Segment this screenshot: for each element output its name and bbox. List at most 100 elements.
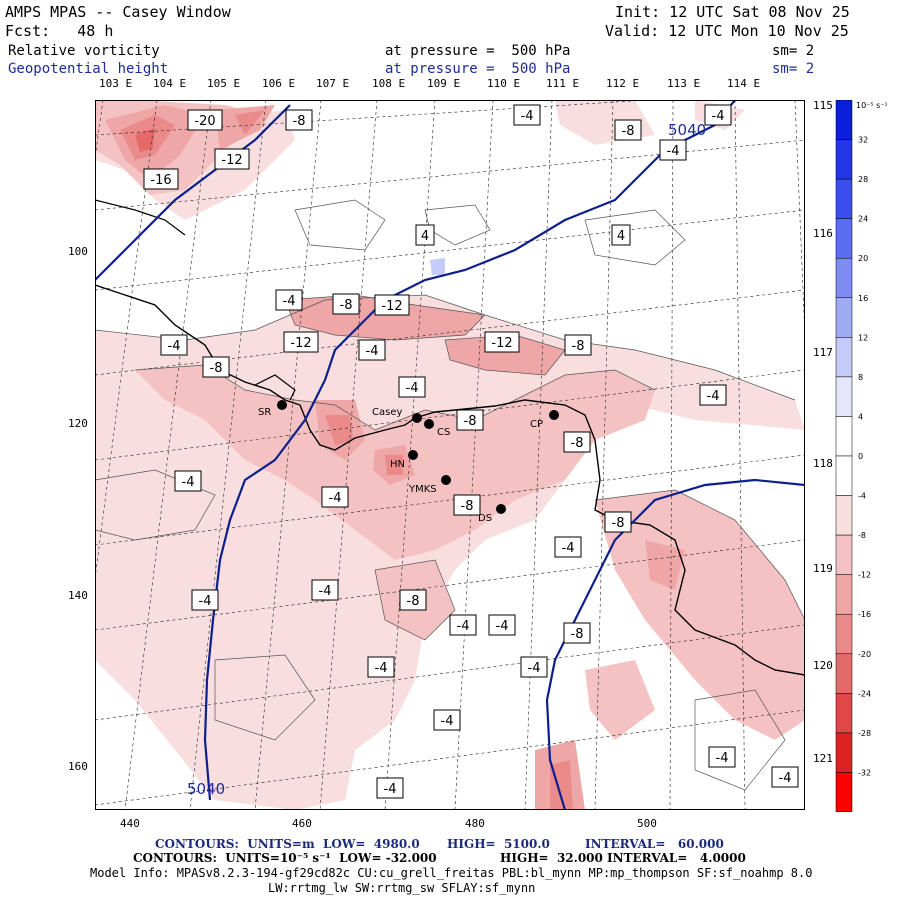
vorticity-label: -4: [699, 384, 727, 406]
colorbar-label: 8: [858, 373, 863, 382]
parallel: [95, 139, 805, 211]
vorticity-label-text: -4: [168, 339, 181, 354]
map-frame: [95, 100, 805, 810]
meridian: [594, 100, 614, 810]
vorticity-label-box: [275, 289, 303, 311]
vort-contour: [594, 489, 805, 621]
meridian: [734, 100, 746, 810]
station-label-cs: CS: [437, 427, 450, 438]
height-contour: [203, 379, 326, 801]
colorbar-box: [835, 732, 853, 773]
lon-label: 114 E: [727, 77, 761, 90]
colorbar-box: [835, 218, 853, 259]
vorticity-label-text: -8: [210, 361, 223, 376]
vort-band: [385, 455, 403, 475]
vorticity-label-text: 4: [421, 229, 429, 244]
x-tick: 480: [465, 817, 485, 830]
footer-line2-c: INTERVAL= 4.0000: [607, 851, 746, 865]
colorbar-box: [835, 139, 853, 180]
vorticity-label-box: [604, 511, 632, 533]
vorticity-labels: -20 -8 -12 -16 -4 -8 -4 -4 4 4 -4 -8 -12 -4 -12 -4 -12 -8…: [143, 104, 799, 799]
station-marker-cp[interactable]: [549, 410, 559, 420]
vorticity-label-box: [614, 119, 642, 141]
colorbar-label: -4: [858, 492, 866, 501]
vorticity-label-text: -12: [381, 299, 402, 314]
vort-contour: [294, 199, 386, 251]
station-marker-casey[interactable]: [412, 413, 422, 423]
vorticity-label: -4: [398, 376, 426, 398]
vorticity-label-box: [708, 746, 736, 768]
vorticity-label: -8: [563, 622, 591, 644]
station-marker-ds[interactable]: [496, 504, 506, 514]
vorticity-label-text: 4: [617, 229, 625, 244]
colorbar-box: [835, 653, 853, 694]
vorticity-label-text: -4: [441, 714, 454, 729]
colorbar-label: 24: [858, 215, 868, 224]
vorticity-label-box: [332, 293, 360, 315]
colorbar-label: -16: [858, 610, 871, 619]
vorticity-label-box: [488, 614, 516, 636]
vorticity-label-box: [376, 777, 404, 799]
vorticity-label-text: -12: [290, 336, 311, 351]
vorticity-label-text: -8: [571, 436, 584, 451]
colorbar-label: 20: [858, 254, 868, 263]
x-tick: 500: [637, 817, 657, 830]
lon-label: 105 E: [207, 77, 241, 90]
vorticity-label-text: -4: [712, 109, 725, 124]
field2-level: at pressure = 500 hPa: [385, 61, 571, 77]
station-marker-ymks[interactable]: [441, 475, 451, 485]
vorticity-label-box: [563, 622, 591, 644]
vorticity-label-box: [449, 614, 477, 636]
field2-name: Geopotential height: [8, 61, 169, 77]
colorbar-boxes: [835, 100, 853, 812]
vorticity-label-box: [399, 589, 427, 611]
vort-band: [445, 335, 565, 375]
plot-title: AMPS MPAS -- Casey Window: [5, 3, 231, 21]
footer-physics-info: LW:rrtmg_lw SW:rrtmg_sw SFLAY:sf_mynn: [268, 881, 536, 895]
coastline-island: [254, 374, 296, 401]
vorticity-label: -4: [191, 589, 219, 611]
vorticity-label-text: -4: [182, 475, 195, 490]
station-marker-cs[interactable]: [424, 419, 434, 429]
vorticity-label: -4: [704, 104, 732, 126]
colorbar-box: [835, 257, 853, 299]
vort-band: [325, 415, 353, 445]
colorbar-label: 0: [858, 452, 863, 461]
colorbar-label: -28: [858, 729, 871, 738]
station-marker-sr[interactable]: [277, 400, 287, 410]
vorticity-label-text: -4: [528, 661, 541, 676]
vorticity-label: -4: [449, 614, 477, 636]
vorticity-label-text: -4: [406, 381, 419, 396]
vorticity-label-text: -4: [667, 144, 680, 159]
vorticity-label: 4: [611, 224, 631, 246]
vort-band: [135, 128, 155, 152]
vorticity-label-text: -8: [461, 499, 474, 514]
vort-contour: [584, 209, 686, 266]
colorbar-box: [835, 337, 853, 378]
vorticity-label-box: [374, 294, 410, 316]
vorticity-label: -12: [283, 331, 319, 353]
vorticity-label: -4: [771, 766, 799, 788]
vorticity-label-box: [484, 331, 520, 353]
vort-band: [645, 540, 685, 590]
height-contour: [95, 104, 291, 281]
x-tick: 460: [292, 817, 312, 830]
colorbar-box: [835, 574, 853, 615]
lon-label: 106 E: [262, 77, 296, 90]
parallel: [95, 209, 805, 291]
colorbar-box: [835, 100, 853, 140]
station-marker-hn[interactable]: [408, 450, 418, 460]
station-label-hn: HN: [390, 459, 405, 470]
vorticity-label-text: -4: [199, 594, 212, 609]
height-label: 5040: [668, 121, 706, 139]
vorticity-label-box: [453, 494, 481, 516]
footer-line1-a: CONTOURS: UNITS=m LOW= 4980.0: [155, 837, 420, 851]
vort-contour: [95, 294, 796, 401]
height-contour: [545, 478, 805, 810]
vorticity-label-box: [191, 589, 219, 611]
vorticity-label: -4: [174, 470, 202, 492]
vorticity-label-text: -4: [366, 344, 379, 359]
vorticity-label: -8: [453, 494, 481, 516]
vorticity-label: -4: [659, 139, 687, 161]
parallel: [95, 289, 805, 376]
